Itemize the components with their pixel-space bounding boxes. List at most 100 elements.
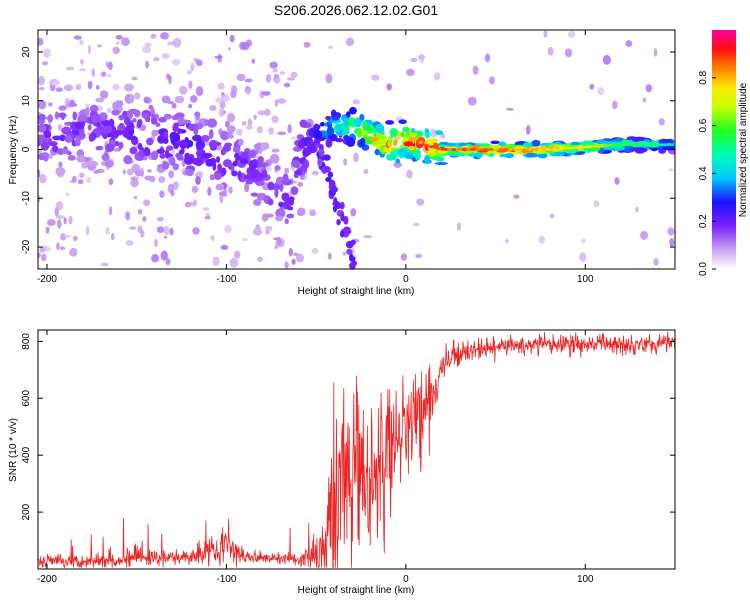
spectrogram-speckle <box>195 59 203 67</box>
spectrogram-speckle <box>538 235 546 244</box>
spectrogram-blob <box>144 112 150 122</box>
spectrogram-speckle <box>38 75 46 86</box>
spectrogram-speckle <box>73 235 78 242</box>
spectrogram-speckle <box>55 87 63 93</box>
spectrogram-blob <box>110 131 119 139</box>
spectrogram-speckle <box>253 114 257 120</box>
spectrogram-blob <box>172 163 180 171</box>
spectrogram-blob <box>374 148 380 156</box>
spectrogram-blob <box>574 151 586 155</box>
spectrogram-blob <box>345 228 352 235</box>
spectrogram-speckle <box>78 68 86 72</box>
spectrogram-blob <box>284 218 289 225</box>
spectrogram-speckle <box>283 82 291 88</box>
snr-x-ticks: -200 -100 0 100 <box>37 330 594 585</box>
spectrogram-blob <box>317 158 323 167</box>
spectrogram-blob <box>67 154 76 161</box>
spectrogram-core <box>671 143 675 146</box>
spectrogram-blob <box>393 139 398 147</box>
spectrogram-blob <box>271 148 280 153</box>
spectrogram-speckle <box>143 199 151 207</box>
spectrogram-blob <box>353 117 362 128</box>
spectrogram-speckle <box>276 236 282 246</box>
spectrogram-blob <box>336 218 341 226</box>
x-tick-label: 100 <box>577 274 594 285</box>
spectrogram-blob <box>288 196 295 202</box>
spectrogram-blob <box>282 173 289 183</box>
spectrogram-speckle <box>40 253 47 262</box>
spectrogram-speckle <box>406 169 413 179</box>
spectrogram-blob <box>248 149 257 159</box>
spectrogram-speckle <box>625 40 633 47</box>
spectrogram-speckle <box>186 69 192 75</box>
spectrogram-speckle <box>287 124 292 134</box>
spectrogram-speckle <box>85 225 90 236</box>
spectrogram-blob <box>564 148 578 154</box>
spectrogram-speckle <box>269 61 278 69</box>
spectrogram-speckle <box>142 45 152 54</box>
spectrogram-blob <box>297 140 306 149</box>
spectrogram-speckle <box>581 238 587 244</box>
spectrogram-blob <box>381 147 390 153</box>
spectrogram-blob <box>215 183 225 191</box>
spectrogram-blob <box>434 161 448 166</box>
spectrogram-blob <box>343 117 349 127</box>
spectrogram-blob <box>48 141 58 147</box>
spectrogram-blob <box>238 138 244 146</box>
spectrogram-blob <box>347 117 355 122</box>
spectrogram-blob <box>299 119 308 128</box>
spectrogram-speckle <box>230 85 238 95</box>
spectrogram-blob <box>286 213 295 219</box>
spectrogram-speckle <box>151 129 159 137</box>
spectrogram-speckle <box>645 84 653 93</box>
spectrogram-blob <box>434 157 445 162</box>
spectrogram-blob <box>250 192 259 197</box>
snr-y-label: SNR (10 * v/v) <box>8 418 19 482</box>
spectrogram-speckle <box>221 94 230 103</box>
colorbar-tick-label: 0.8 <box>698 70 709 84</box>
spectrogram-blob <box>104 143 115 153</box>
spectrogram-speckle <box>244 78 253 83</box>
spectrogram-speckle <box>142 216 147 222</box>
spectrogram-blob <box>101 124 113 134</box>
spectrogram-blob <box>400 131 405 138</box>
spectrogram-blob <box>378 137 388 145</box>
spectrogram-speckle <box>107 74 111 78</box>
spectrogram-blob <box>150 117 158 125</box>
spectrogram-speckle <box>129 226 137 230</box>
spectrogram-speckle <box>100 262 109 267</box>
spectrogram-blob <box>570 141 581 146</box>
spectrogram-speckle <box>218 107 225 118</box>
spectrogram-speckle <box>467 96 477 106</box>
spectrogram-speckle <box>107 61 113 71</box>
spectrogram-blob <box>427 150 437 157</box>
spectrogram-blob <box>165 145 174 151</box>
spectrogram-speckle <box>579 252 587 262</box>
spectrogram-blob <box>99 90 109 99</box>
spectrogram-blob <box>161 95 171 104</box>
spectrogram-blob <box>246 173 252 178</box>
spectrogram-blob <box>156 148 165 154</box>
y-tick-label: 20 <box>21 46 32 58</box>
spectrogram-speckle <box>342 251 346 256</box>
spectrogram-speckle <box>87 44 91 55</box>
spectrogram-blob <box>79 172 85 178</box>
spectrogram-blob <box>129 94 135 104</box>
spectrogram-blob <box>359 137 366 148</box>
spectrogram-speckle <box>131 76 138 81</box>
spectrogram-x-label: Height of straight line (km) <box>298 286 415 297</box>
spectrogram-speckle <box>105 226 110 236</box>
spectrogram-speckle <box>43 48 51 59</box>
spectrogram-speckle <box>456 222 461 231</box>
spectrogram-blob <box>274 188 279 198</box>
spectrogram-blob <box>335 123 343 132</box>
spectrogram-speckle <box>244 182 250 193</box>
spectrogram-speckle <box>363 235 373 239</box>
spectrogram-speckle <box>229 34 235 43</box>
spectrogram-blob <box>75 84 82 91</box>
spectrogram-blob <box>61 148 69 155</box>
spectrogram-speckle <box>143 96 150 104</box>
spectrogram-blob <box>168 156 176 166</box>
spectrogram-blob <box>76 154 86 163</box>
spectrogram-speckle <box>262 91 271 96</box>
